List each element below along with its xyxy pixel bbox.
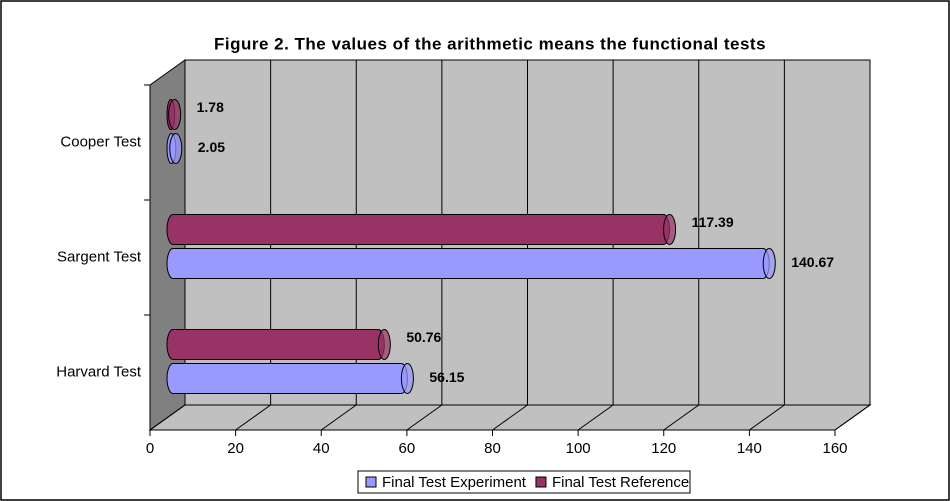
- bar: [166, 329, 391, 360]
- bar-end: [169, 133, 183, 164]
- floor-line: [149, 404, 186, 431]
- chart-title: Figure 2. The values of the arithmetic m…: [214, 34, 766, 53]
- bar-body: [166, 248, 770, 279]
- floor-line: [577, 404, 614, 431]
- bar: [166, 99, 182, 130]
- bar: [166, 248, 776, 279]
- bar-end: [762, 248, 776, 279]
- x-tick-label: 80: [484, 440, 501, 457]
- value-label: 56.15: [429, 369, 464, 385]
- value-label: 117.39: [692, 214, 734, 230]
- floor-line: [320, 404, 357, 431]
- x-tick-label: 60: [399, 440, 416, 457]
- bars: [166, 99, 776, 394]
- legend-swatch: [535, 476, 547, 488]
- legend-label: Final Test Experiment: [382, 474, 527, 491]
- floor-line: [834, 404, 871, 431]
- x-tick-label: 20: [227, 440, 244, 457]
- value-label: 2.05: [198, 139, 225, 155]
- value-label: 140.67: [791, 254, 834, 270]
- y-tick-label: Sargent Test: [57, 248, 142, 265]
- bar-end: [400, 363, 414, 394]
- floor-line: [492, 404, 528, 431]
- bar: [166, 363, 414, 394]
- value-label: 1.78: [197, 99, 224, 115]
- x-tick-label: 100: [566, 440, 591, 457]
- legend-label: Final Test Reference: [552, 474, 689, 491]
- x-tick-label: 160: [822, 440, 847, 457]
- bar-body: [166, 363, 408, 394]
- bar-end: [663, 214, 677, 245]
- bar-body: [166, 214, 671, 245]
- legend-swatch: [365, 476, 377, 488]
- bar: [166, 133, 183, 164]
- bar: [166, 214, 677, 245]
- floor-line: [235, 404, 271, 431]
- value-label: 50.76: [406, 329, 441, 345]
- legend: [357, 470, 691, 494]
- x-tick-label: 0: [146, 440, 154, 457]
- bar-end: [377, 329, 391, 360]
- bar-body: [166, 329, 385, 360]
- floor-line: [406, 404, 443, 431]
- floor-line: [663, 404, 700, 431]
- x-tick-label: 140: [737, 440, 762, 457]
- y-tick-label: Harvard Test: [56, 363, 142, 380]
- x-tick-label: 120: [651, 440, 676, 457]
- x-tick-label: 40: [313, 440, 330, 457]
- floor-line: [749, 404, 785, 431]
- y-tick-label: Cooper Test: [60, 133, 141, 150]
- bar-end: [168, 99, 182, 130]
